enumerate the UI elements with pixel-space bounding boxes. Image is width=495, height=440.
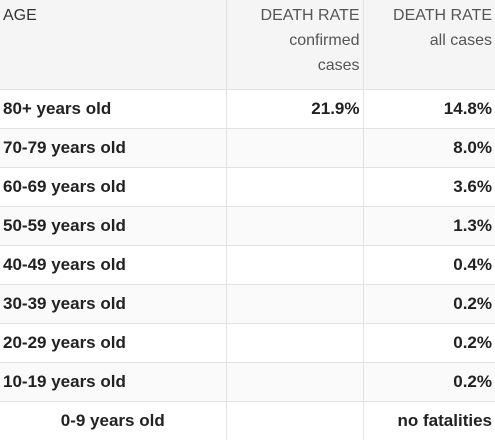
table-row: 80+ years old 21.9% 14.8% <box>0 89 495 129</box>
all-rate-cell: 8.0% <box>362 128 495 168</box>
all-rate-cell: 3.6% <box>362 167 495 207</box>
all-rate-cell: 0.2% <box>362 362 495 402</box>
header-confirmed-sub2: cases <box>317 57 360 74</box>
table-row: 60-69 years old 3.6% <box>0 167 495 207</box>
confirmed-rate-cell <box>225 206 363 246</box>
table-header: AGE DEATH RATE confirmed cases DEATH RAT… <box>0 0 495 90</box>
header-age-label: AGE <box>3 7 37 24</box>
header-confirmed-title: DEATH RATE <box>260 7 360 24</box>
age-cell: 50-59 years old <box>0 206 226 246</box>
confirmed-rate-cell <box>225 245 363 285</box>
age-cell: 30-39 years old <box>0 284 226 324</box>
table-body: 80+ years old 21.9% 14.8% 70-79 years ol… <box>0 89 495 440</box>
confirmed-rate-cell <box>225 362 363 402</box>
confirmed-rate-cell <box>225 128 363 168</box>
confirmed-rate-cell: 21.9% <box>225 89 363 129</box>
header-all-title: DEATH RATE <box>393 7 492 24</box>
age-cell: 10-19 years old <box>0 362 226 402</box>
age-cell: 40-49 years old <box>0 245 226 285</box>
table-row: 70-79 years old 8.0% <box>0 128 495 168</box>
all-rate-cell: no fatalities <box>362 401 495 440</box>
header-all: DEATH RATE all cases <box>362 0 495 90</box>
header-all-sub1: all cases <box>429 32 492 49</box>
confirmed-rate-cell <box>225 284 363 324</box>
age-cell: 70-79 years old <box>0 128 226 168</box>
table-row: 50-59 years old 1.3% <box>0 206 495 246</box>
all-rate-cell: 0.2% <box>362 323 495 363</box>
header-row: AGE DEATH RATE confirmed cases DEATH RAT… <box>0 0 495 90</box>
table-row: 0-9 years old no fatalities <box>0 401 495 440</box>
age-cell: 60-69 years old <box>0 167 226 207</box>
age-cell: 0-9 years old <box>60 410 165 430</box>
header-confirmed: DEATH RATE confirmed cases <box>225 0 363 90</box>
all-rate-cell: 0.4% <box>362 245 495 285</box>
confirmed-rate-cell <box>225 167 363 207</box>
header-confirmed-sub1: confirmed <box>289 32 360 49</box>
header-age: AGE <box>0 0 226 90</box>
table-row: 30-39 years old 0.2% <box>0 284 495 324</box>
all-rate-cell: 14.8% <box>362 89 495 129</box>
table-row: 10-19 years old 0.2% <box>0 362 495 402</box>
age-cell: 80+ years old <box>0 89 226 129</box>
age-cell: 20-29 years old <box>0 323 226 363</box>
all-rate-cell: 0.2% <box>362 284 495 324</box>
confirmed-rate-cell <box>225 323 363 363</box>
table-row: 40-49 years old 0.4% <box>0 245 495 285</box>
all-rate-cell: 1.3% <box>362 206 495 246</box>
confirmed-rate-cell <box>225 401 363 440</box>
table-row: 20-29 years old 0.2% <box>0 323 495 363</box>
